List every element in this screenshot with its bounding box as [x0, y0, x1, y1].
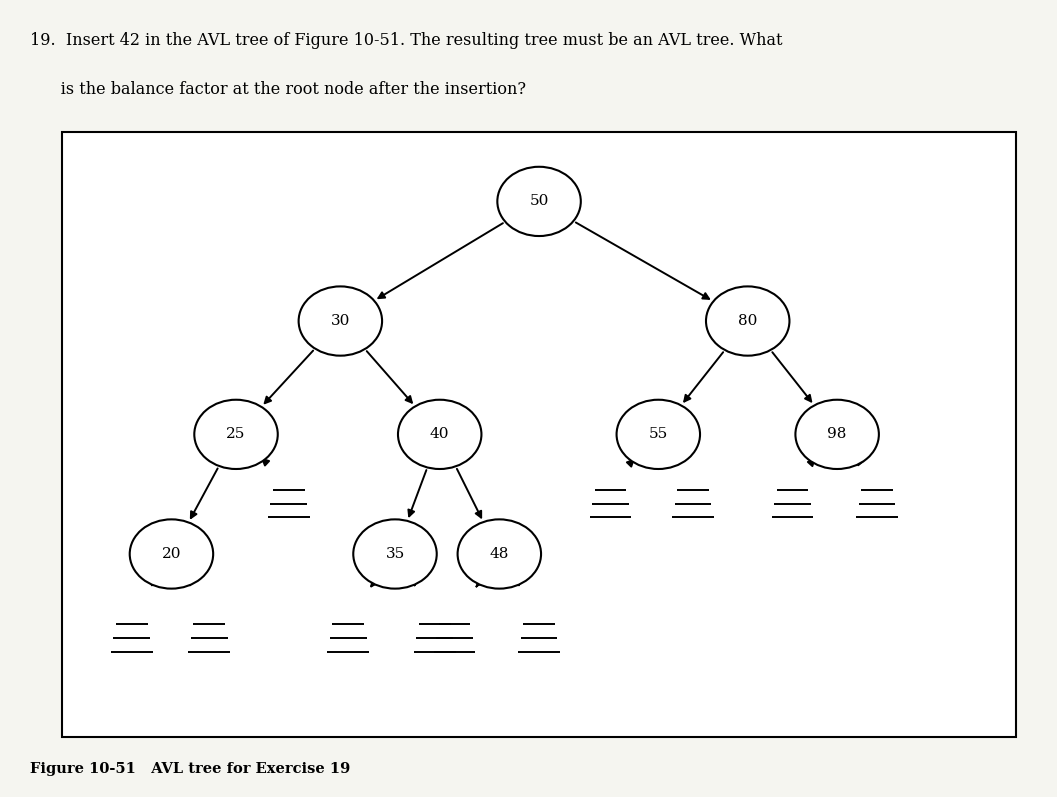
Text: is the balance factor at the root node after the insertion?: is the balance factor at the root node a…	[30, 81, 525, 98]
Ellipse shape	[498, 167, 580, 236]
Text: 50: 50	[530, 194, 549, 208]
Ellipse shape	[616, 400, 700, 469]
Ellipse shape	[130, 520, 214, 589]
Ellipse shape	[194, 400, 278, 469]
Text: 55: 55	[649, 427, 668, 442]
Ellipse shape	[706, 286, 790, 355]
Ellipse shape	[353, 520, 437, 589]
Text: 19.  Insert 42 in the AVL tree of Figure 10-51. The resulting tree must be an AV: 19. Insert 42 in the AVL tree of Figure …	[30, 33, 782, 49]
Ellipse shape	[299, 286, 382, 355]
Ellipse shape	[458, 520, 541, 589]
Text: 30: 30	[331, 314, 350, 328]
Text: 48: 48	[489, 547, 509, 561]
Text: 98: 98	[828, 427, 847, 442]
Ellipse shape	[398, 400, 481, 469]
Text: 25: 25	[226, 427, 245, 442]
Text: 80: 80	[738, 314, 758, 328]
Text: 40: 40	[430, 427, 449, 442]
Text: Figure 10-51   AVL tree for Exercise 19: Figure 10-51 AVL tree for Exercise 19	[30, 762, 350, 776]
Ellipse shape	[796, 400, 878, 469]
Text: 35: 35	[386, 547, 405, 561]
Text: 20: 20	[162, 547, 181, 561]
